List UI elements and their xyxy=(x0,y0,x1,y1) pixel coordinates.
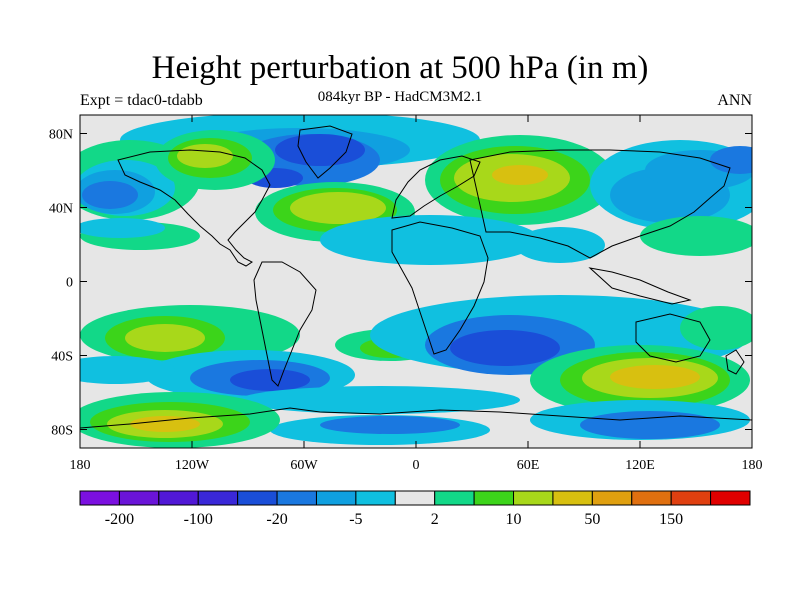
lon-tick-label: 60E xyxy=(517,458,540,473)
coast-antarctica xyxy=(80,407,752,429)
south-pacific-low xyxy=(80,350,355,400)
height-field xyxy=(80,115,752,448)
colorbar-label: 2 xyxy=(431,511,439,528)
lon-tick-label: 120W xyxy=(175,458,210,473)
lon-tick-label: 60W xyxy=(290,458,318,473)
coast-new-zealand xyxy=(725,349,745,375)
lat-tick-label: 40S xyxy=(51,350,73,365)
lon-tick-label: 0 xyxy=(413,458,420,473)
lon-tick-label: 180 xyxy=(70,458,91,473)
lat-axis: 80N 40N 0 40S 80S xyxy=(49,128,752,439)
north-america-high xyxy=(155,130,275,190)
lon-tick-label: 180 xyxy=(742,458,763,473)
colorbar-box xyxy=(355,490,396,506)
colorbar-box xyxy=(315,490,357,506)
east-asia-low xyxy=(590,140,752,230)
colorbar: -200 -100 -20 -5 2 10 50 150 xyxy=(79,490,751,528)
colorbar-label: 150 xyxy=(659,511,683,528)
plot-subtitle: 084kyr BP - HadCM3M2.1 xyxy=(317,89,483,105)
coastlines xyxy=(80,125,752,429)
colorbar-box xyxy=(158,490,199,506)
coast-australia xyxy=(635,313,711,363)
colorbar-box xyxy=(434,490,475,506)
colorbar-label: -100 xyxy=(184,511,213,528)
lat-tick-label: 0 xyxy=(66,276,73,291)
season-label: ANN xyxy=(717,92,752,109)
coast-south-america xyxy=(253,261,317,387)
colorbar-box xyxy=(237,490,278,506)
plot-title: Height perturbation at 500 hPa (in m) xyxy=(151,50,649,86)
southern-ocean-bands xyxy=(240,386,750,445)
indian-ocean-high xyxy=(530,345,750,415)
colorbar-label: -5 xyxy=(349,511,362,528)
colorbar-label: 10 xyxy=(506,511,522,528)
subtropical-bands xyxy=(80,215,752,265)
coast-greenland xyxy=(297,125,353,179)
colorbar-box xyxy=(670,490,712,506)
coast-europe xyxy=(391,155,481,219)
colorbar-label: -20 xyxy=(266,511,287,528)
colorbar-label: 50 xyxy=(584,511,600,528)
coast-maritime-asia xyxy=(588,267,692,305)
coast-asia xyxy=(469,149,731,259)
colorbar-box xyxy=(710,490,751,506)
colorbar-box xyxy=(591,490,633,506)
lon-axis: 180 120W 60W 0 60E 120E 180 xyxy=(70,115,763,473)
experiment-label: Expt = tdac0-tdabb xyxy=(80,92,203,109)
colorbar-box xyxy=(513,490,554,506)
colorbar-label: -200 xyxy=(105,511,134,528)
eurasia-high xyxy=(425,135,615,225)
colorbar-box xyxy=(552,490,593,506)
lat-tick-label: 40N xyxy=(49,202,73,217)
colorbar-box xyxy=(631,490,672,506)
colorbar-box xyxy=(394,490,436,506)
colorbar-box xyxy=(276,490,317,506)
colorbar-box xyxy=(197,490,239,506)
colorbar-box xyxy=(118,490,160,506)
colorbar-box xyxy=(79,490,120,506)
coast-north-america xyxy=(117,149,271,267)
lon-tick-label: 120E xyxy=(625,458,655,473)
south-mid-latitude-bands xyxy=(80,295,752,375)
antarctic-high xyxy=(80,392,280,448)
coast-africa xyxy=(391,221,489,355)
lat-tick-label: 80N xyxy=(49,128,73,143)
colorbar-box xyxy=(473,490,515,506)
lat-tick-label: 80S xyxy=(51,424,73,439)
